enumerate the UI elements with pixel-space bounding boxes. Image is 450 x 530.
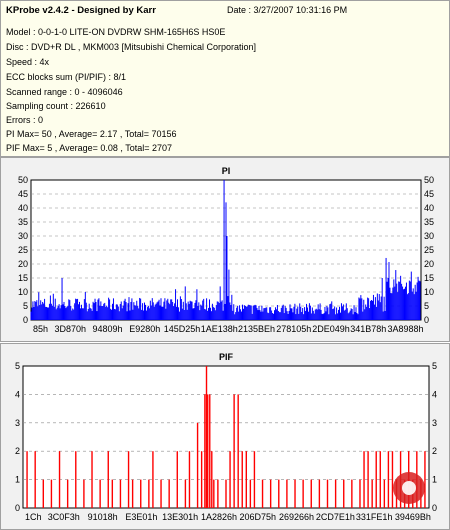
x-tick-label: 13E301h [162, 512, 198, 522]
x-tick-label: 94809h [92, 324, 122, 334]
y-tick-label-right: 15 [424, 273, 434, 283]
y-tick-label-left: 20 [18, 259, 28, 269]
speed-line: Speed : 4x [6, 57, 50, 67]
x-tick-label: 331FE1h [356, 512, 393, 522]
y-tick-label-right: 45 [424, 189, 434, 199]
pi-chart-panel: PI 0 0 5 5 10 10 15 15 20 20 25 25 30 30 35 35 40 40 45 45 50… [0, 157, 450, 342]
x-tick-label: 3D870h [54, 324, 86, 334]
x-tick-label: 3C0F3h [48, 512, 80, 522]
y-tick-label-right: 0 [424, 315, 429, 325]
x-tick-label: 3A8988h [387, 324, 423, 334]
x-tick-label: 39469Bh [395, 512, 431, 522]
x-tick-label: 278105h [276, 324, 311, 334]
x-tick-label: 145D25h [164, 324, 201, 334]
x-tick-label: E3E01h [125, 512, 157, 522]
y-tick-label-left: 50 [18, 175, 28, 185]
y-tick-label-left: 0 [23, 315, 28, 325]
pif-stats-line: PIF Max= 5 , Average= 0.08 , Total= 2707 [6, 143, 173, 153]
ecc-line: ECC blocks sum (PI/PIF) : 8/1 [6, 72, 127, 82]
disc-line: Disc : DVD+R DL , MKM003 [Mitsubishi Che… [6, 42, 256, 52]
sampling-line: Sampling count : 226610 [6, 101, 106, 111]
pi-stats-line: PI Max= 50 , Average= 2.17 , Total= 7015… [6, 129, 177, 139]
y-tick-label-right: 1 [432, 475, 437, 485]
x-tick-label: 269266h [279, 512, 314, 522]
y-tick-label-right: 10 [424, 287, 434, 297]
y-tick-label-right: 5 [432, 361, 437, 371]
y-tick-label-right: 25 [424, 245, 434, 255]
x-tick-label: 1AE138h [201, 324, 238, 334]
info-panel: KProbe v2.4.2 - Designed by Karr Date : … [0, 0, 450, 157]
y-tick-label-right: 50 [424, 175, 434, 185]
y-tick-label-left: 3 [15, 418, 20, 428]
pif-chart-panel: PIF 0 0 1 1 2 2 3 3 4 4 5 5 1Ch 3C0F3h 91018h E3E01h 13E3… [0, 343, 450, 530]
errors-line: Errors : 0 [6, 115, 44, 125]
y-tick-label-left: 2 [15, 446, 20, 456]
y-tick-label-left: 0 [15, 503, 20, 513]
y-tick-label-right: 0 [432, 503, 437, 513]
y-tick-label-left: 30 [18, 231, 28, 241]
x-tick-label: E9280h [129, 324, 160, 334]
x-tick-label: 85h [33, 324, 48, 334]
logo-watermark-inner [402, 481, 416, 495]
app-title: KProbe v2.4.2 - Designed by Karr [6, 5, 156, 16]
chart-title: PI [222, 166, 231, 176]
y-tick-label-right: 40 [424, 203, 434, 213]
x-tick-label: 206D75h [239, 512, 276, 522]
y-tick-label-left: 10 [18, 287, 28, 297]
y-tick-label-left: 5 [15, 361, 20, 371]
y-tick-label-left: 4 [15, 389, 20, 399]
y-tick-label-left: 45 [18, 189, 28, 199]
y-tick-label-right: 20 [424, 259, 434, 269]
x-tick-label: 1A2826h [201, 512, 237, 522]
y-tick-label-right: 5 [424, 301, 429, 311]
y-tick-label-left: 1 [15, 475, 20, 485]
range-line: Scanned range : 0 - 4096046 [6, 87, 123, 97]
model-line: Model : 0-0-1-0 LITE-ON DVDRW SHM-165H6S… [6, 27, 226, 37]
pi-chart: PI 0 0 5 5 10 10 15 15 20 20 25 25 30 30 35 35 40 40 45 45 50… [18, 166, 434, 334]
y-tick-label-right: 35 [424, 217, 434, 227]
y-tick-label-left: 25 [18, 245, 28, 255]
y-tick-label-right: 3 [432, 418, 437, 428]
x-tick-label: 341B78h [350, 324, 386, 334]
x-tick-label: 1Ch [25, 512, 42, 522]
y-tick-label-right: 30 [424, 231, 434, 241]
y-tick-label-right: 4 [432, 389, 437, 399]
x-tick-label: 91018h [88, 512, 118, 522]
x-tick-label: 2135BEh [238, 324, 275, 334]
x-tick-label: 2DE049h [312, 324, 350, 334]
y-tick-label-right: 2 [432, 446, 437, 456]
y-tick-label-left: 15 [18, 273, 28, 283]
y-tick-label-left: 35 [18, 217, 28, 227]
y-tick-label-left: 5 [23, 301, 28, 311]
chart-title: PIF [219, 352, 234, 362]
scan-date: Date : 3/27/2007 10:31:16 PM [227, 5, 348, 15]
pif-chart: PIF 0 0 1 1 2 2 3 3 4 4 5 5 1Ch 3C0F3h 91018h E3E01h 13E3… [15, 352, 437, 522]
x-tick-label: 2CD7E1h [316, 512, 355, 522]
y-tick-label-left: 40 [18, 203, 28, 213]
